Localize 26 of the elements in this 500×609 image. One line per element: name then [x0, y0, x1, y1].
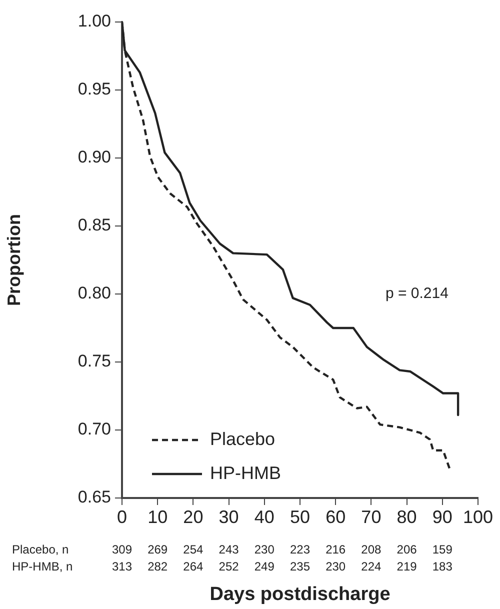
x-tick-label: 30	[218, 506, 239, 527]
x-tick-label: 0	[116, 506, 128, 527]
x-tick-label: 90	[432, 506, 452, 527]
x-axis-title: Days postdischarge	[210, 584, 390, 606]
y-tick-label: 0.80	[78, 284, 111, 303]
y-tick-label: 0.70	[78, 420, 111, 439]
legend-label: HP-HMB	[210, 462, 281, 483]
x-tick-label: 70	[361, 506, 382, 527]
x-tick-label: 20	[183, 506, 204, 527]
text: HP-HMB, n 313 282 264 252 249 235 230 224 219 183	[12, 559, 452, 574]
x-tick-label: 100	[462, 506, 494, 527]
y-tick-label: 1.00	[78, 12, 111, 31]
y-axis-title: Proportion	[4, 214, 24, 306]
x-tick-label: 10	[148, 506, 168, 527]
text: Placebo, n 309 269 254 243 230 223 216 208 206 159	[12, 542, 452, 556]
y-tick-label: 0.85	[78, 216, 111, 235]
x-tick-label: 80	[396, 506, 417, 527]
legend-label: Placebo	[210, 428, 276, 449]
annotation: p = 0.214	[385, 285, 448, 302]
y-tick-label: 0.65	[78, 488, 111, 507]
x-tick-label: 40	[254, 506, 274, 527]
y-tick-label: 0.90	[78, 148, 111, 167]
y-tick-label: 0.75	[78, 352, 111, 371]
x-tick-label: 50	[290, 506, 310, 527]
x-tick-label: 60	[326, 506, 346, 527]
y-tick-label: 0.95	[78, 80, 111, 99]
